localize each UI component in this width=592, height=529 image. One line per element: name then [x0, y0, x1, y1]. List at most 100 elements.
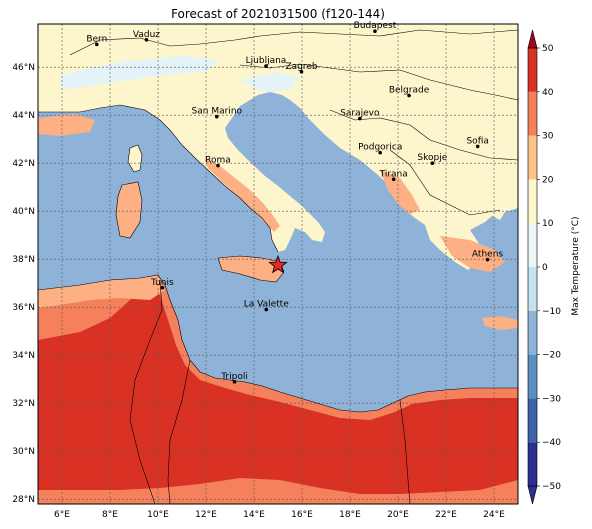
lon-tick-label: 6°E: [54, 510, 70, 520]
colorbar-tick-label: 50: [542, 44, 554, 54]
lon-tick-label: 24°E: [483, 510, 505, 520]
lon-tick-label: 8°E: [102, 510, 118, 520]
lon-tick-label: 12°E: [195, 510, 217, 520]
city-label: Tunis: [150, 278, 174, 288]
star-marker: [268, 255, 288, 274]
city-vaduz: Vaduz: [133, 30, 160, 42]
city-label: Tirana: [379, 169, 408, 179]
city-dot: [299, 69, 304, 74]
lat-tick-label: 28°N: [12, 495, 35, 505]
lat-tick-label: 42°N: [12, 159, 35, 169]
land-tunisia: [38, 275, 165, 308]
lon-tick-label: 22°E: [435, 510, 457, 520]
colorbar-band: [528, 223, 537, 267]
land-sardinia: [116, 182, 142, 238]
colorbar-band: [528, 354, 537, 399]
city-skopje: Skopje: [417, 153, 448, 165]
city-sofia: Sofia: [466, 136, 489, 149]
city-label: Podgorica: [358, 143, 402, 153]
colorbar-band: [528, 91, 537, 136]
land-corsica: [128, 145, 142, 172]
lat-tick-label: 44°N: [12, 111, 35, 121]
colorbar-band: [528, 179, 537, 224]
colorbar-tick-label: 10: [542, 219, 554, 229]
lat-tick-label: 34°N: [12, 351, 35, 361]
city-label: San Marino: [192, 107, 243, 117]
city-label: Sarajevo: [340, 109, 380, 119]
city-belgrade: Belgrade: [389, 86, 430, 98]
colorbar-tick-label: 0: [542, 263, 548, 273]
city-tunis: Tunis: [150, 278, 174, 290]
city-label: Zagreb: [285, 62, 317, 72]
land-balkans-warm: [380, 170, 420, 214]
colorbar-tick-label: 20: [542, 175, 554, 185]
colorbar-band: [528, 442, 537, 486]
city-dot: [95, 42, 99, 47]
city-tripoli: Tripoli: [220, 372, 248, 384]
city-label: Sofia: [466, 136, 488, 146]
city-san-marino: San Marino: [192, 107, 243, 119]
colorbar-tick-label: 30: [542, 132, 554, 142]
city-sarajevo: Sarajevo: [340, 109, 380, 121]
city-dot: [391, 177, 396, 182]
colorbar-extend-min: [527, 485, 538, 505]
city-label: Vaduz: [133, 30, 160, 40]
lat-tick-label: 38°N: [12, 255, 35, 265]
colorbar: −50 −40 −30 −20 −10 0 10 20 30 40 50 Max Temperatu…: [527, 29, 581, 505]
lat-tick-label: 32°N: [12, 399, 35, 409]
city-ljubljana: Ljubljana: [246, 56, 287, 68]
lat-tick-label: 46°N: [12, 63, 35, 73]
colorbar-label: Max Temperature (°C): [571, 216, 581, 315]
map-frame: [37, 23, 519, 505]
city-label: Athens: [472, 250, 503, 260]
city-athens: Athens: [472, 250, 503, 262]
city-roma: Roma: [205, 156, 231, 168]
lon-tick-label: 10°E: [147, 510, 169, 520]
land-sicily: [218, 256, 284, 282]
city-label: Ljubljana: [246, 56, 287, 66]
colorbar-extend-max: [527, 29, 538, 49]
colorbar-tick-label: −20: [542, 351, 561, 361]
lon-tick-label: 14°E: [243, 510, 265, 520]
city-dot: [430, 161, 435, 165]
city-label: Belgrade: [389, 86, 430, 96]
city-la-valette: La Valette: [244, 300, 289, 312]
land-crete: [482, 316, 518, 330]
city-label: Tripoli: [220, 372, 248, 382]
city-label: Roma: [205, 156, 231, 166]
lon-tick-label: 18°E: [339, 510, 361, 520]
lon-tick-label: 16°E: [291, 510, 313, 520]
city-dot: [485, 257, 490, 262]
lon-tick-label: 20°E: [387, 510, 409, 520]
city-dot: [358, 116, 362, 121]
city-dot: [264, 64, 268, 68]
city-dot: [475, 144, 480, 149]
city-dot: [378, 150, 383, 155]
land-alps-cool: [60, 56, 220, 90]
city-bern: Bern: [86, 34, 107, 47]
colorbar-tick-label: 40: [542, 88, 554, 98]
city-label: Bern: [86, 34, 107, 44]
city-label: Skopje: [417, 153, 447, 163]
colorbar-tick-label: −40: [542, 438, 561, 448]
colorbar-band: [528, 398, 537, 443]
city-dot: [144, 38, 149, 42]
colorbar-band: [528, 310, 537, 355]
colorbar-tick-label: −30: [542, 394, 561, 404]
city-dot: [373, 29, 377, 33]
map-title: Forecast of 2021031500 (f120-144): [171, 7, 385, 21]
land-italy-warm: [205, 158, 280, 232]
colorbar-tick-label: −10: [542, 307, 561, 317]
city-dot: [216, 163, 220, 168]
colorbar-band: [528, 135, 537, 180]
city-label: Budapest: [354, 21, 397, 31]
colorbar-tick-label: −50: [542, 482, 561, 492]
colorbar-band: [528, 48, 537, 92]
city-tirana: Tirana: [379, 169, 408, 182]
land-coast-west-warm: [38, 114, 95, 136]
city-dot: [160, 285, 165, 290]
lat-tick-label: 36°N: [12, 303, 35, 313]
city-dot: [232, 380, 237, 384]
city-zagreb: Zagreb: [285, 62, 318, 74]
